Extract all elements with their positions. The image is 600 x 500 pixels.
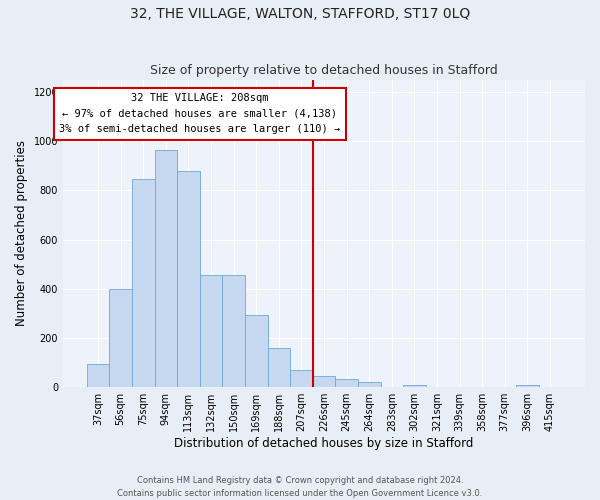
X-axis label: Distribution of detached houses by size in Stafford: Distribution of detached houses by size … — [175, 437, 474, 450]
Text: 32 THE VILLAGE: 208sqm
← 97% of detached houses are smaller (4,138)
3% of semi-d: 32 THE VILLAGE: 208sqm ← 97% of detached… — [59, 93, 340, 134]
Bar — [223, 275, 245, 387]
Bar — [358, 382, 380, 387]
Title: Size of property relative to detached houses in Stafford: Size of property relative to detached ho… — [150, 64, 498, 77]
Bar — [313, 376, 335, 387]
Bar — [132, 179, 155, 387]
Bar — [335, 380, 358, 387]
Text: 32, THE VILLAGE, WALTON, STAFFORD, ST17 0LQ: 32, THE VILLAGE, WALTON, STAFFORD, ST17 … — [130, 8, 470, 22]
Bar — [200, 275, 223, 387]
Bar — [403, 384, 426, 387]
Bar — [177, 170, 200, 387]
Bar — [516, 384, 539, 387]
Bar — [245, 314, 268, 387]
Bar — [87, 364, 109, 387]
Text: Contains HM Land Registry data © Crown copyright and database right 2024.
Contai: Contains HM Land Registry data © Crown c… — [118, 476, 482, 498]
Bar — [155, 150, 177, 387]
Bar — [290, 370, 313, 387]
Bar — [268, 348, 290, 387]
Bar — [109, 289, 132, 387]
Y-axis label: Number of detached properties: Number of detached properties — [15, 140, 28, 326]
